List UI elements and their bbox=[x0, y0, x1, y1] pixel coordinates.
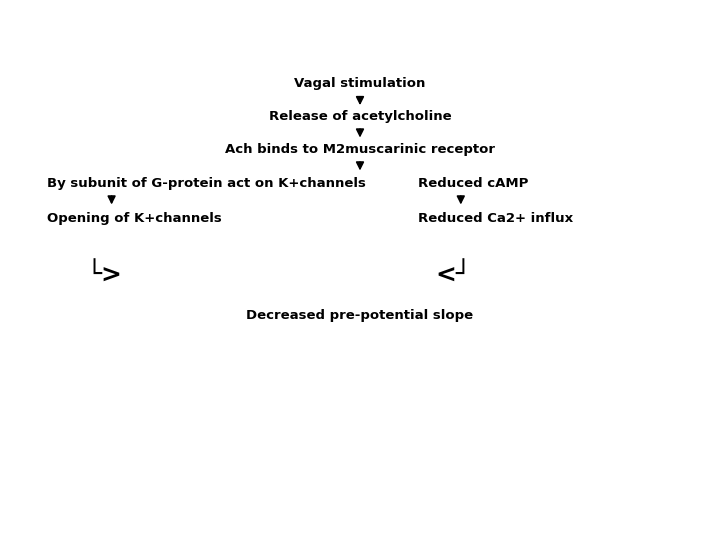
Text: Reduced Ca2+ influx: Reduced Ca2+ influx bbox=[418, 212, 572, 225]
Text: └>: └> bbox=[86, 264, 122, 287]
Text: Release of acetylcholine: Release of acetylcholine bbox=[269, 110, 451, 123]
Text: <┘: <┘ bbox=[436, 264, 472, 287]
Text: Decreased pre-potential slope: Decreased pre-potential slope bbox=[246, 309, 474, 322]
Text: Ach binds to M2muscarinic receptor: Ach binds to M2muscarinic receptor bbox=[225, 143, 495, 156]
Text: Vagal stimulation: Vagal stimulation bbox=[294, 77, 426, 90]
Text: Reduced cAMP: Reduced cAMP bbox=[418, 177, 528, 190]
Text: Opening of K+channels: Opening of K+channels bbox=[47, 212, 222, 225]
Text: By subunit of G-protein act on K+channels: By subunit of G-protein act on K+channel… bbox=[47, 177, 366, 190]
